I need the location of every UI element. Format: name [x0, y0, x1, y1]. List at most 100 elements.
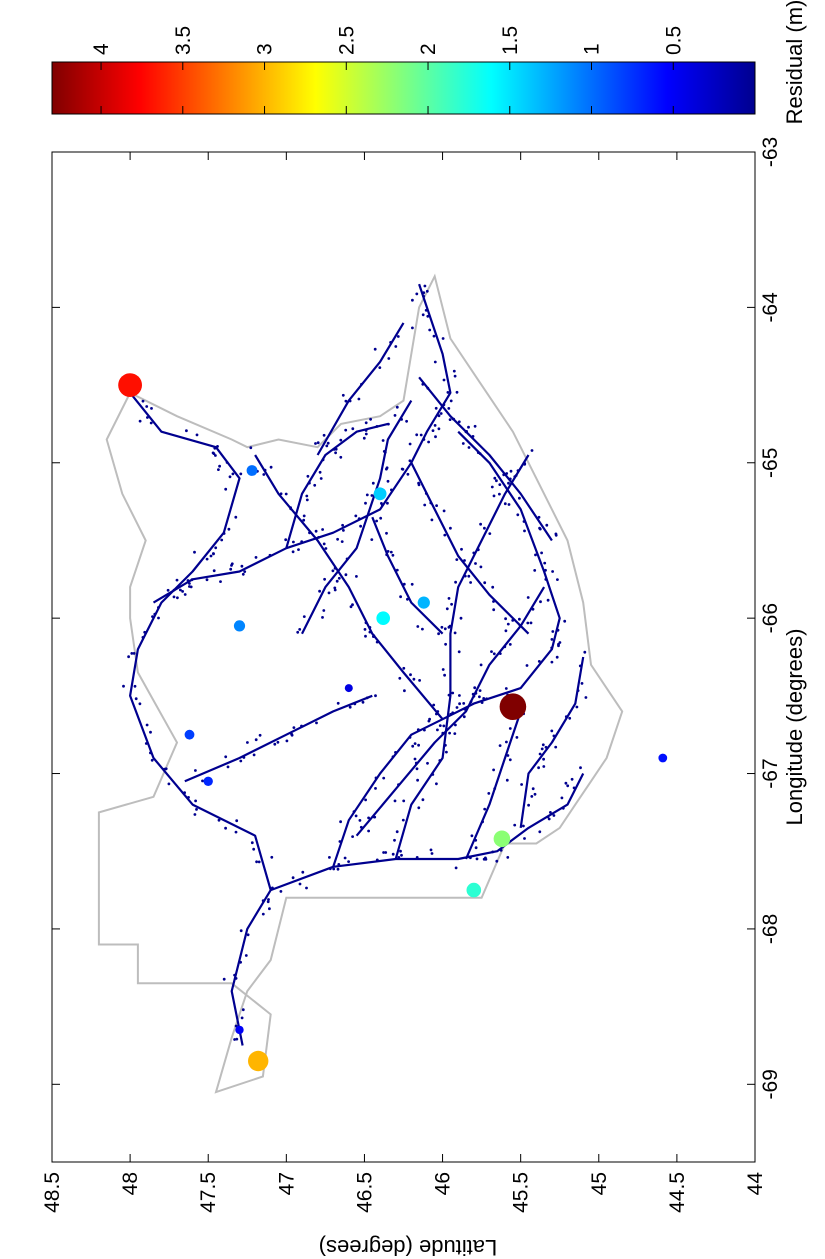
track-point: [186, 579, 190, 582]
track-point: [413, 742, 417, 745]
track-point: [344, 399, 348, 403]
track-point: [269, 465, 273, 469]
track-point: [211, 451, 215, 455]
track-point: [228, 475, 232, 479]
track-point: [401, 818, 405, 822]
track-point: [448, 418, 452, 421]
track-point: [563, 619, 567, 623]
track-point: [322, 433, 326, 437]
track-point: [333, 566, 337, 570]
track-point: [235, 819, 239, 823]
track-point: [355, 575, 358, 578]
residual-markers: [118, 373, 668, 1072]
track-point: [480, 701, 484, 704]
track-point: [339, 455, 343, 459]
track-point: [422, 438, 426, 441]
track-point: [336, 701, 340, 705]
track-point: [509, 469, 513, 473]
track-point: [526, 596, 530, 599]
track-point: [470, 834, 474, 838]
track-point: [185, 429, 188, 433]
track-point: [421, 382, 425, 386]
track-point: [492, 608, 496, 612]
track-point: [538, 752, 542, 756]
track-point: [151, 615, 154, 618]
track-point: [166, 588, 170, 592]
track-point: [292, 726, 296, 729]
track-point: [415, 767, 419, 771]
colorbar-tick-label: 3: [254, 43, 277, 55]
track-point: [250, 841, 254, 845]
track-point: [544, 745, 548, 749]
track-point: [393, 414, 397, 417]
track-point: [433, 360, 437, 364]
track-point: [434, 406, 438, 410]
x-tick-label: -63: [759, 137, 782, 167]
track-point: [504, 617, 507, 621]
track-point: [319, 477, 323, 480]
track-point: [441, 337, 445, 340]
track-point: [368, 630, 372, 634]
track-point: [321, 528, 324, 531]
track-point: [503, 645, 507, 649]
track-point: [284, 538, 288, 542]
track-point: [239, 472, 243, 476]
track-point: [351, 835, 354, 838]
track-point: [150, 407, 153, 410]
track-point: [430, 852, 434, 855]
track-point: [402, 582, 406, 586]
track-point: [391, 553, 395, 557]
track-point: [498, 744, 502, 747]
track-point: [433, 424, 437, 427]
track-point: [292, 540, 295, 544]
track-point: [342, 529, 345, 532]
track-point: [133, 684, 137, 688]
track-point: [540, 747, 544, 751]
track-point: [143, 630, 147, 634]
y-tick-label: 48.5: [41, 1172, 64, 1213]
track-point: [314, 442, 317, 445]
colorbar: [51, 61, 756, 115]
track-point: [447, 407, 451, 410]
track-point: [279, 492, 283, 496]
track-point: [516, 469, 520, 472]
track-point: [508, 758, 512, 762]
track-point: [418, 679, 421, 682]
track-point: [467, 855, 471, 859]
track-point: [531, 787, 535, 791]
track-point: [498, 652, 502, 655]
residual-point: [235, 1025, 244, 1035]
track-point: [270, 855, 274, 859]
track-point: [315, 721, 318, 725]
track-point: [193, 813, 197, 816]
track-point: [241, 572, 245, 576]
x-axis-label: Longitude (degrees): [782, 629, 807, 826]
track-point: [333, 588, 337, 592]
track-point: [417, 481, 420, 485]
track-point: [291, 550, 295, 554]
track-point: [339, 438, 343, 442]
track-point: [414, 761, 418, 765]
track-point: [150, 758, 154, 762]
track-point: [550, 729, 554, 733]
track-point: [382, 851, 385, 854]
track-point: [449, 712, 453, 716]
track-point: [361, 700, 365, 704]
track-point: [375, 858, 379, 862]
track-point: [549, 811, 552, 814]
track-point: [298, 882, 302, 886]
track-point: [511, 619, 515, 622]
track-point: [467, 425, 470, 429]
track-point: [369, 417, 372, 421]
residual-point: [499, 693, 527, 720]
colorbar-ticks: 0.5 1 1.5 2 2.5 3 3.5 4: [90, 26, 685, 114]
track-point: [478, 695, 481, 699]
track-point: [138, 702, 142, 706]
y-tick-label: 45: [588, 1172, 611, 1195]
track-point: [518, 617, 521, 621]
track-point: [385, 466, 389, 470]
track-point: [254, 556, 258, 559]
track-point: [300, 540, 304, 543]
track-point: [268, 553, 272, 557]
track-point: [364, 798, 367, 802]
